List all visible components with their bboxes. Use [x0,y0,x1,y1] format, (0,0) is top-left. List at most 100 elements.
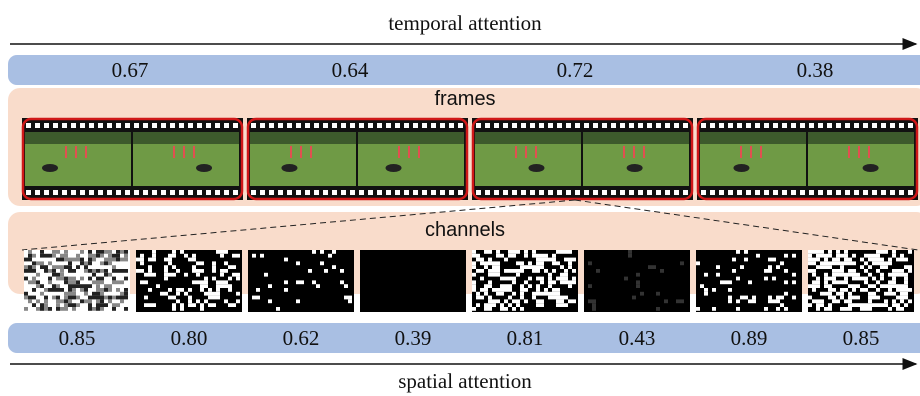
activation [868,296,872,300]
activation [492,288,496,292]
perforation [269,123,274,128]
perforation [728,190,733,195]
activation [556,277,560,281]
activation [812,299,816,303]
activation [104,303,108,307]
activation [568,265,572,269]
perforation [413,123,418,128]
perforation [836,190,841,195]
activation [816,284,820,288]
activation [184,254,188,258]
activation [636,284,640,288]
perforation [62,190,67,195]
activation [488,261,492,265]
activation [784,292,788,296]
activation [164,273,168,277]
activation [840,265,844,269]
activation [808,284,812,288]
activation [124,258,128,262]
activation [488,250,492,254]
activation [500,277,504,281]
activation [172,307,176,311]
activation [92,280,96,284]
activation [52,269,56,273]
activation [840,280,844,284]
activation [348,296,352,300]
perforation [296,190,301,195]
perforation [179,190,184,195]
activation [820,265,824,269]
activation [880,284,884,288]
activation [904,277,908,281]
perforation [314,190,319,195]
activation [532,265,536,269]
activation [844,307,848,311]
spatial-bar [8,323,920,353]
activation [56,265,60,269]
activation [116,280,120,284]
perforation [170,123,175,128]
activation [780,261,784,265]
activation [200,261,204,265]
activation [512,292,516,296]
perforation [512,123,517,128]
activation [884,284,888,288]
activation [824,284,828,288]
activation [224,261,228,265]
activation [824,273,828,277]
activation [812,261,816,265]
activation [68,277,72,281]
activation [204,299,208,303]
activation [188,303,192,307]
activation [588,261,592,265]
activation [152,273,156,277]
activation [808,269,812,273]
perforation [134,123,139,128]
player [386,164,402,172]
activation [828,261,832,265]
spatial-weight: 0.62 [283,326,320,350]
post [408,146,410,158]
perforation [755,190,760,195]
activation [864,261,868,265]
perforation [701,190,706,195]
activation [508,288,512,292]
activation [712,307,716,311]
activation [528,265,532,269]
activation [848,261,852,265]
post [633,146,635,158]
activation [196,269,200,273]
perforation [251,123,256,128]
activation [816,277,820,281]
activation [80,261,84,265]
activation [124,307,128,311]
activation [200,280,204,284]
activation [536,288,540,292]
perforation [431,123,436,128]
perforation [521,123,526,128]
activation [40,250,44,254]
activation [536,265,540,269]
activation [860,307,864,311]
perforation [557,123,562,128]
activation [488,296,492,300]
activation [176,269,180,273]
activation [64,280,68,284]
activation [100,269,104,273]
activation [212,261,216,265]
frame-sky [358,132,464,144]
activation [888,280,892,284]
activation [896,307,900,311]
activation [204,284,208,288]
activation [52,284,56,288]
activation [24,258,28,262]
activation [880,250,884,254]
activation [568,261,572,265]
activation [56,273,60,277]
activation [556,299,560,303]
activation [864,254,868,258]
activation [344,284,348,288]
activation [772,258,776,262]
activation [108,254,112,258]
activation [212,292,216,296]
